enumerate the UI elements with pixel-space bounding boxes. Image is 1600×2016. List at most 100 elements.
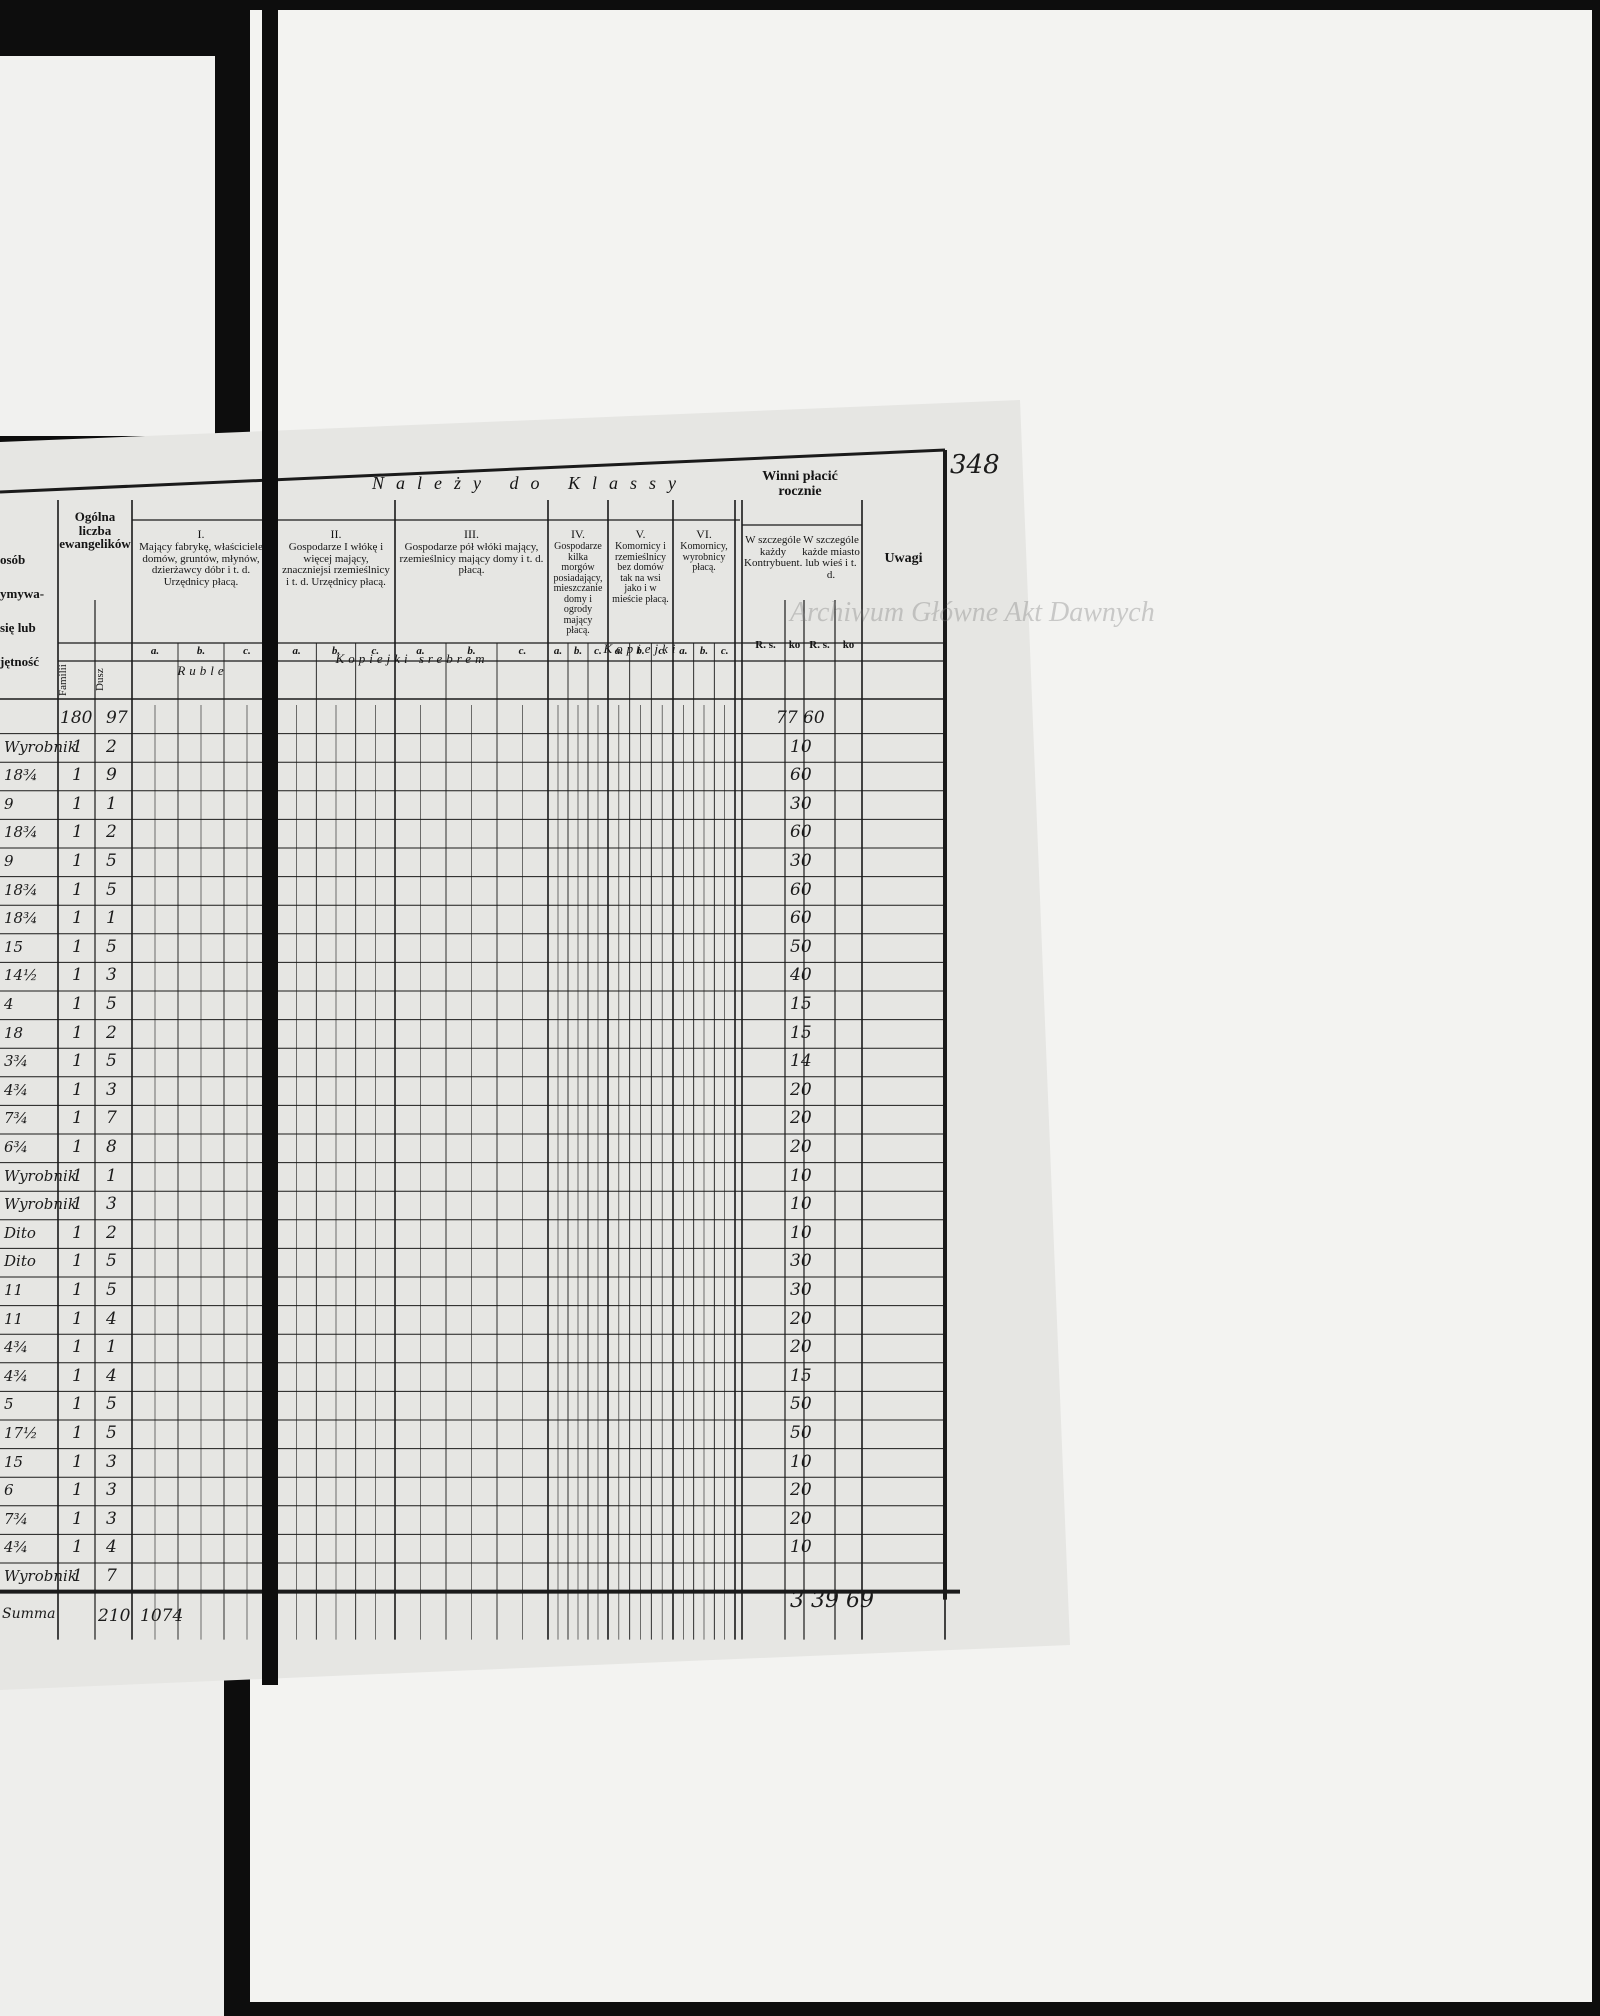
class-description: Komornicy i rzemieślnicy bez domów tak n… [612, 541, 669, 605]
kopiejki-value: 10 [790, 1537, 812, 1558]
row-note: Wyrobnik [4, 1195, 77, 1214]
total-dusz: 1074 [140, 1605, 184, 1626]
kopiejki-value: 20 [790, 1480, 812, 1501]
row-note: 15 [4, 937, 24, 956]
grid [0, 448, 960, 1640]
dusz-value: 8 [106, 1137, 117, 1157]
kopiejki-value: 20 [790, 1508, 812, 1529]
class-description: Mający fabrykę, właściciele domów, grunt… [139, 541, 263, 588]
uwagi-header: Uwagi [884, 551, 923, 566]
kopiejki-value: 10 [790, 1165, 812, 1186]
familii-value: 1 [72, 1280, 83, 1300]
dusz-value: 1 [106, 1165, 117, 1186]
kopiejki-value: 20 [790, 1079, 812, 1100]
left-fragment: osób [0, 552, 26, 567]
film-strip [262, 0, 278, 1685]
dusz-value: 4 [106, 1308, 117, 1329]
kopiejki-value: 10 [790, 1222, 812, 1243]
form-sheet [0, 400, 1070, 1690]
familii-value: 1 [72, 1308, 83, 1329]
ewang-header: Ogólna liczba ewangelików [59, 509, 131, 552]
winni-header: Winni płacić rocznie [762, 469, 838, 499]
kopiejki-value: 60 [790, 822, 812, 843]
class-description: Komornicy, wyrobnicy płacą. [680, 541, 728, 573]
kopiejki-value: 14 [790, 1051, 812, 1072]
left-paper-top [0, 56, 215, 436]
dusz-value: 3 [106, 965, 117, 986]
familii-value: 1 [72, 1222, 83, 1243]
familii-value: 1 [72, 1508, 83, 1529]
sub-column-label: c. [371, 645, 380, 657]
row-note: 4 [4, 995, 14, 1013]
kopiejki-value: 60 [790, 879, 812, 900]
row-note: 17½ [4, 1424, 38, 1442]
dusz-value: 2 [106, 822, 117, 843]
dusz-value: 5 [106, 936, 117, 957]
dusz-value: 2 [106, 1022, 117, 1043]
class-number: VI. [696, 527, 712, 541]
dusz-value: 5 [106, 1251, 117, 1272]
kopiejki-value: 10 [790, 1451, 812, 1472]
class-number: I. [197, 527, 205, 541]
familii-value: 1 [72, 1079, 83, 1100]
class-number: III. [464, 527, 479, 541]
kopiejki-label: Kopiejki [603, 641, 680, 656]
sub-column-label: c. [594, 645, 602, 657]
dusz-value: 1 [106, 908, 117, 929]
familii-value: 1 [72, 1022, 83, 1043]
familii-value: 1 [72, 851, 83, 871]
dusz-header: Dusz [94, 668, 106, 692]
familii-value: 1 [72, 1165, 83, 1186]
kopiejki-value: 20 [790, 1308, 812, 1329]
row-note: 18 [4, 1023, 24, 1042]
kopiejki-value: 50 [790, 1423, 812, 1443]
dusz-value: 7 [106, 1108, 117, 1129]
kopiejki-value: 20 [790, 1137, 812, 1157]
dusz-value: 2 [106, 736, 117, 757]
left-fragment: jętność [0, 654, 39, 669]
row-note: Wyrobnik [4, 1567, 77, 1585]
sub-column-label: a. [150, 645, 160, 657]
sub-column-label: c. [518, 645, 527, 657]
row-note: 5 [4, 1395, 14, 1414]
row-note: 18¾ [4, 880, 38, 899]
sub-column-label: a. [614, 645, 623, 657]
row-note: 7¾ [4, 1109, 29, 1128]
row-note: 15 [4, 1452, 24, 1471]
row-note: 7¾ [4, 1509, 29, 1528]
kopiejki-value: 60 [790, 908, 812, 929]
dusz-value: 3 [106, 1194, 117, 1215]
kopiejki-value: 20 [790, 1108, 812, 1129]
familii-value: 1 [72, 1394, 83, 1415]
dusz-value: 1 [106, 1337, 117, 1358]
dusz-value: 5 [106, 994, 117, 1014]
kopiejki-value: 30 [790, 1251, 812, 1272]
class-description: Gospodarze I włókę i więcej mający, znac… [282, 541, 390, 588]
sub-column-label: b. [331, 645, 341, 657]
dusz-value: 3 [106, 1480, 117, 1501]
dusz-value: 2 [106, 1222, 117, 1243]
familii-value: 1 [72, 994, 83, 1014]
ruble-label: Ruble [177, 663, 228, 678]
class-description: Gospodarze kilka morgów posiadający, mie… [553, 541, 603, 636]
sub-column-label: b. [699, 645, 709, 657]
familii-value: 1 [72, 1251, 83, 1272]
familii-value: 1 [72, 765, 83, 786]
row-note: 3¾ [4, 1052, 29, 1071]
dusz-value: 1 [106, 793, 117, 814]
dusz-value: 5 [106, 1394, 117, 1415]
sub-column-label: b. [573, 645, 583, 657]
left-paper-bottom [0, 1680, 224, 2016]
dusz-value: 3 [106, 1451, 117, 1472]
kopiejki-value: 10 [790, 1194, 812, 1215]
class-number: V. [635, 527, 646, 541]
winni-a-header: W szczególe każdy Kontrybuent. [744, 534, 803, 570]
dusz-value: 3 [106, 1079, 117, 1100]
familii-value: 1 [72, 1051, 83, 1072]
ko-label: ko [842, 639, 855, 651]
sub-column-label: a. [292, 645, 301, 657]
row-note: 11 [4, 1309, 24, 1328]
left-fragment: się lub [0, 620, 36, 635]
kopiejki-value: 15 [790, 1022, 812, 1043]
row-note: 9 [4, 794, 14, 813]
